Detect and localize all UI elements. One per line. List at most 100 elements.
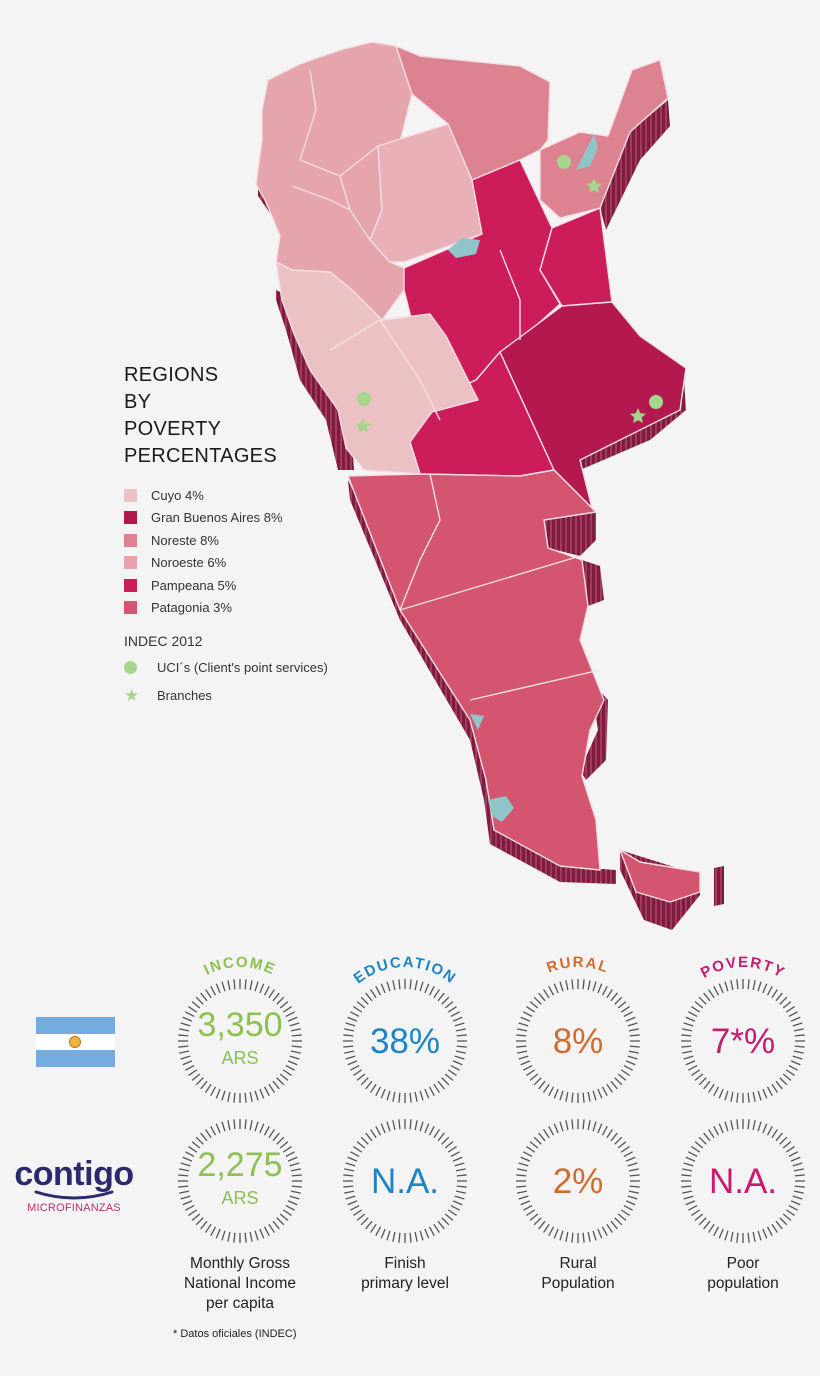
province-border-catamarca [291, 185, 351, 211]
ticked-ring-icon [516, 1119, 640, 1243]
metric-heading: EDUCATION [350, 954, 457, 987]
region-noreste-east [539, 59, 669, 219]
metric-value: 2,275 [197, 1146, 283, 1184]
branch-star-icon [630, 408, 646, 423]
ticked-ring-icon [681, 1119, 805, 1243]
legend-title-line: POVERTY [124, 418, 222, 440]
metric-unit: ARS [221, 1188, 259, 1208]
legend-swatch [124, 488, 137, 502]
metric-description-line: primary level [361, 1275, 449, 1292]
argentina-flag-icon [36, 1017, 115, 1067]
province-border-rionegro [399, 555, 581, 611]
contigo-logo: contigo MICROFINANZAS [8, 1156, 140, 1214]
metric-description-line: Finish [384, 1255, 426, 1272]
metric-value: 2% [552, 1162, 604, 1201]
legend-label: Pampeana 5% [151, 577, 237, 593]
legend-item: Noreste 8% [124, 529, 384, 552]
region-noroeste-chaco [369, 123, 483, 263]
metric-description-line: Monthly Gross [190, 1255, 290, 1272]
ticked-ring-icon [681, 979, 805, 1103]
smile-icon [34, 1190, 114, 1200]
metric-heading-text: RURAL [545, 954, 611, 977]
uci-marker [557, 155, 571, 169]
metric-value: N.A. [708, 1162, 778, 1201]
province-border-jujuy [299, 69, 317, 161]
metric-heading: INCOME [201, 954, 278, 979]
legend-item: Noroeste 6% [124, 552, 384, 575]
legend-source: INDEC 2012 [124, 633, 203, 649]
province-border-cuyo-inner [329, 319, 441, 421]
flag-band [36, 1017, 115, 1034]
province-border-pampa-inner [499, 249, 521, 340]
metric-argentina-poverty: 7*% [678, 976, 808, 1106]
legend-marker-list: UCI´s (Client's point services) ★ Branches [124, 653, 384, 709]
uci-marker [357, 392, 371, 406]
map-markers [355, 155, 663, 433]
legend-swatch [124, 601, 137, 615]
legend-item: Pampeana 5% [124, 574, 384, 597]
legend-marker-item: UCI´s (Client's point services) [124, 653, 384, 681]
region-patagonia [347, 469, 605, 871]
ticked-ring-icon [343, 979, 467, 1103]
metric-description-line: Rural [559, 1255, 597, 1272]
legend-marker-item: ★ Branches [124, 681, 384, 709]
legend-swatch [124, 533, 137, 547]
metric-description-line: Poor [726, 1255, 760, 1272]
metric-contigo-education: N.A. [340, 1116, 470, 1246]
footnote: * Datos oficiales (INDEC) [173, 1328, 297, 1340]
ticked-ring-icon [178, 979, 302, 1103]
branch-star-icon [586, 178, 602, 193]
metric-description: Finish primary level [315, 1254, 495, 1294]
legend-swatch [124, 511, 137, 525]
metric-description: Poor population [653, 1254, 820, 1294]
uci-marker [649, 395, 663, 409]
metric-value: 3,350 [197, 1006, 283, 1044]
metric-contigo-poverty: N.A. [678, 1116, 808, 1246]
ticked-ring-icon [516, 979, 640, 1103]
legend-item: Patagonia 3% [124, 597, 384, 620]
flag-band [36, 1050, 115, 1067]
legend-label: Noroeste 6% [151, 555, 227, 571]
legend-marker-label: Branches [157, 687, 212, 703]
metric-description-line: per capita [205, 1295, 275, 1312]
legend-title-line: BY [124, 391, 152, 413]
legend-swatch [124, 578, 137, 592]
map-legend: REGIONS BY POVERTY PERCENTAGES Cuyo 4% Gr… [124, 362, 384, 709]
flag-sun-icon [69, 1036, 81, 1048]
province-border-neuquen [399, 473, 441, 611]
metric-description-line: population [707, 1275, 779, 1292]
legend-swatch [124, 556, 137, 570]
metric-description: Rural Population [488, 1254, 668, 1294]
region-noroeste [255, 41, 413, 321]
legend-region-list: Cuyo 4% Gran Buenos Aires 8% Noreste 8% Nor… [124, 484, 384, 619]
ticked-ring-icon [178, 1119, 302, 1243]
map-lakes [448, 134, 598, 822]
argentina-region-map [255, 41, 724, 930]
metric-argentina-income: 3,350 ARS [175, 976, 305, 1106]
metric-contigo-income: 2,275 ARS [175, 1116, 305, 1246]
brand-subtitle: MICROFINANZAS [27, 1202, 121, 1214]
metric-heading: RURAL [545, 954, 611, 977]
metric-argentina-rural: 8% [513, 976, 643, 1106]
legend-marker-label: UCI´s (Client's point services) [157, 659, 328, 675]
metric-value: N.A. [370, 1162, 440, 1201]
metric-description-line: Population [541, 1275, 615, 1292]
legend-label: Noreste 8% [151, 532, 219, 548]
legend-label: Cuyo 4% [151, 487, 204, 503]
metric-unit: ARS [221, 1048, 259, 1068]
dot-icon [124, 660, 137, 674]
star-icon: ★ [124, 685, 140, 705]
metric-value: 8% [552, 1022, 604, 1061]
ticked-ring-icon [343, 1119, 467, 1243]
brand-name: contigo [14, 1155, 134, 1193]
metric-value: 7*% [710, 1022, 776, 1061]
metric-heading: POVERTY [698, 954, 787, 982]
svg-text:INCOME: INCOME [201, 954, 278, 979]
legend-title-line: PERCENTAGES [124, 445, 277, 467]
metric-contigo-rural: 2% [513, 1116, 643, 1246]
metric-heading-text: INCOME [201, 954, 277, 979]
legend-label: Gran Buenos Aires 8% [151, 510, 283, 526]
metric-value: 38% [369, 1022, 441, 1061]
province-border-chubut [469, 669, 601, 701]
legend-label: Patagonia 3% [151, 600, 232, 616]
